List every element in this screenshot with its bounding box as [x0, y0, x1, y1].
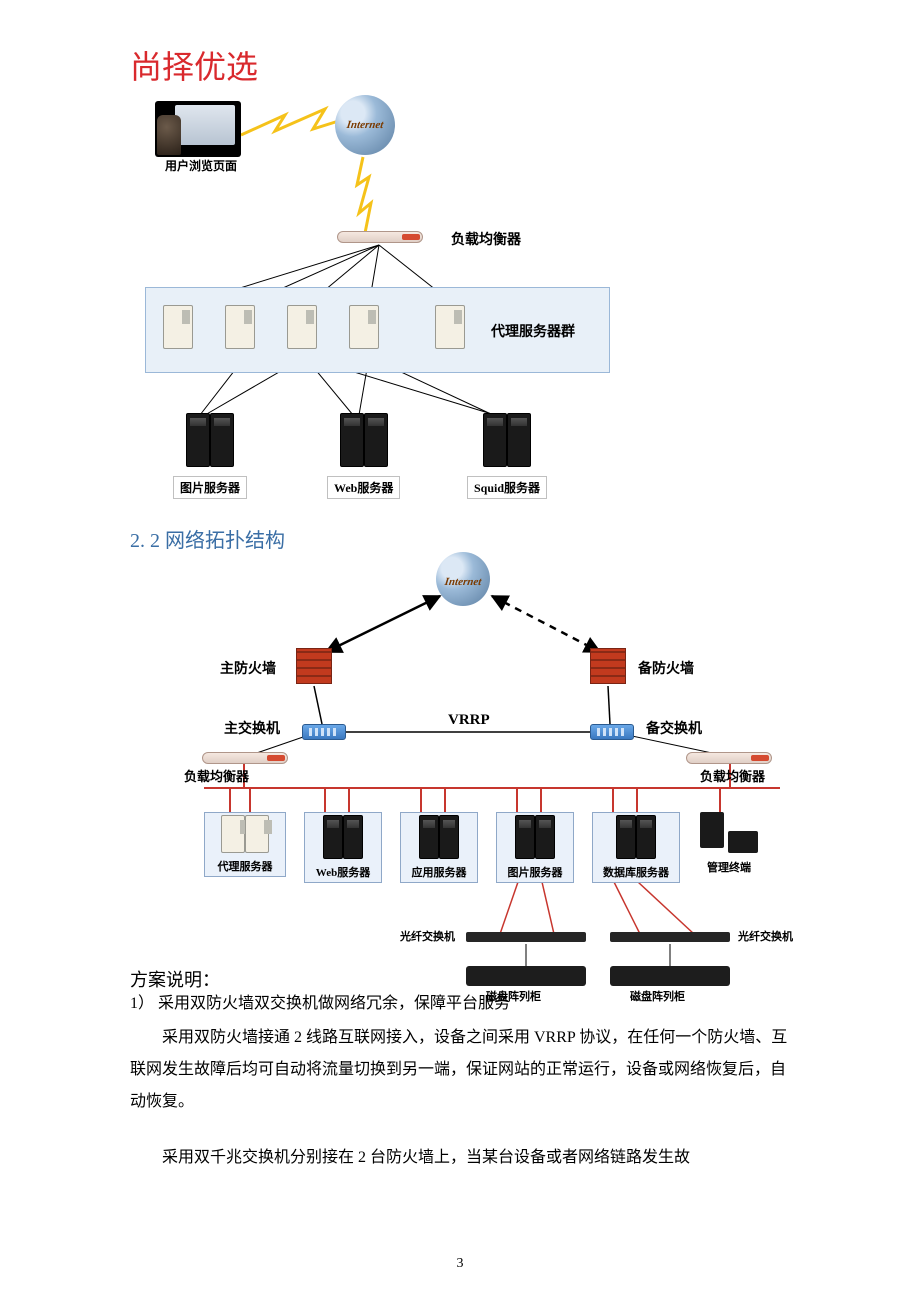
paragraph-2: 采用双千兆交换机分别接在 2 台防火墙上，当某台设备或者网络链路发生故 — [130, 1142, 790, 1174]
server-black-icon — [515, 815, 535, 859]
proxy-label: 代理服务器 — [207, 858, 283, 874]
fc-switch-2 — [610, 932, 730, 942]
server-black-icon — [535, 815, 555, 859]
user-browse-node: 用户浏览页面 — [155, 101, 247, 174]
img-server-label: 图片服务器 — [173, 476, 247, 499]
internet-globe-icon: Internet — [335, 95, 395, 155]
sw2-label: 备交换机 — [646, 718, 702, 738]
user-label: 用户浏览页面 — [155, 157, 247, 174]
proxy-3 — [287, 305, 317, 354]
web-server-label: Web服务器 — [327, 476, 400, 499]
section-heading: 2. 2 网络拓扑结构 — [130, 524, 285, 553]
server-black-icon — [439, 815, 459, 859]
list-item-1: 1） 采用双防火墙双交换机做网络冗余，保障平台服务 — [130, 988, 790, 1020]
img-server-node: 图片服务器 — [173, 413, 247, 499]
pc-tower-icon — [700, 812, 724, 848]
monitor-icon — [728, 831, 758, 853]
fcsw2-label: 光纤交换机 — [738, 928, 793, 944]
page-title: 尚择优选 — [130, 42, 258, 88]
lightning-2 — [357, 157, 371, 233]
proxy-group-label: 代理服务器群 — [491, 321, 575, 341]
diagram-proxy-architecture: 用户浏览页面 Internet 负载均衡器 代理服务器群 图片服务器 Web服务… — [145, 95, 625, 505]
fcsw1-label: 光纤交换机 — [400, 928, 455, 944]
server-black-icon — [419, 815, 439, 859]
page-number: 3 — [0, 1256, 920, 1272]
proxy-2 — [225, 305, 255, 354]
firewall-backup-icon — [590, 648, 626, 684]
vrrp-label: VRRP — [448, 712, 490, 729]
rack-1u-icon — [610, 932, 730, 942]
lightning-1 — [241, 109, 345, 135]
squid-server-label: Squid服务器 — [467, 476, 547, 499]
lb-left-label: 负载均衡器 — [184, 766, 249, 785]
mgmt-terminal-node: 管理终端 — [696, 812, 762, 875]
loadbalancer-node — [337, 231, 423, 243]
db-label: 数据库服务器 — [595, 864, 677, 880]
fw1-label: 主防火墙 — [220, 658, 276, 678]
switch-backup-icon — [590, 724, 634, 740]
app-server-node: 应用服务器 — [400, 812, 478, 883]
lb-right-icon — [686, 752, 772, 764]
server-black-icon — [507, 413, 531, 467]
internet-label: Internet — [330, 119, 400, 131]
server-tower-icon — [221, 815, 245, 853]
fw2-label: 备防火墙 — [638, 658, 694, 678]
proxy-5 — [435, 305, 465, 354]
server-black-icon — [343, 815, 363, 859]
server-tower-icon — [435, 305, 465, 349]
db-server-node: 数据库服务器 — [592, 812, 680, 883]
server-black-icon — [340, 413, 364, 467]
server-tower-icon — [163, 305, 193, 349]
server-black-icon — [483, 413, 507, 467]
server-tower-icon — [349, 305, 379, 349]
server-black-icon — [323, 815, 343, 859]
squid-server-node: Squid服务器 — [467, 413, 547, 499]
lb-right-label: 负载均衡器 — [700, 766, 765, 785]
loadbalancer-icon — [337, 231, 423, 243]
lb-left-icon — [202, 752, 288, 764]
img-label2: 图片服务器 — [499, 864, 571, 880]
web-server-node: Web服务器 — [327, 413, 400, 499]
fc-switch-1 — [466, 932, 586, 942]
server-black-icon — [636, 815, 656, 859]
server-black-icon — [186, 413, 210, 467]
internet-label-2: Internet — [431, 576, 495, 588]
web-label2: Web服务器 — [307, 864, 379, 880]
diagram-network-topology: Internet 主防火墙 备防火墙 主交换机 备交换机 VRRP 负载均衡器 … — [190, 552, 810, 992]
proxy-1 — [163, 305, 193, 354]
internet-globe-icon: Internet — [436, 552, 490, 606]
proxy-4 — [349, 305, 379, 354]
rack-1u-icon — [466, 932, 586, 942]
web-server-node2: Web服务器 — [304, 812, 382, 883]
server-black-icon — [210, 413, 234, 467]
proxy-server-node: 代理服务器 — [204, 812, 286, 877]
sw1-label: 主交换机 — [224, 718, 280, 738]
app-label: 应用服务器 — [403, 864, 475, 880]
mgmt-label: 管理终端 — [696, 859, 762, 875]
server-tower-icon — [287, 305, 317, 349]
server-tower-icon — [245, 815, 269, 853]
lb-label: 负载均衡器 — [451, 229, 521, 249]
img-server-node2: 图片服务器 — [496, 812, 574, 883]
switch-primary-icon — [302, 724, 346, 740]
server-tower-icon — [225, 305, 255, 349]
firewall-primary-icon — [296, 648, 332, 684]
server-black-icon — [364, 413, 388, 467]
paragraph-1: 采用双防火墙接通 2 线路互联网接入，设备之间采用 VRRP 协议，在任何一个防… — [130, 1022, 790, 1118]
server-black-icon — [616, 815, 636, 859]
